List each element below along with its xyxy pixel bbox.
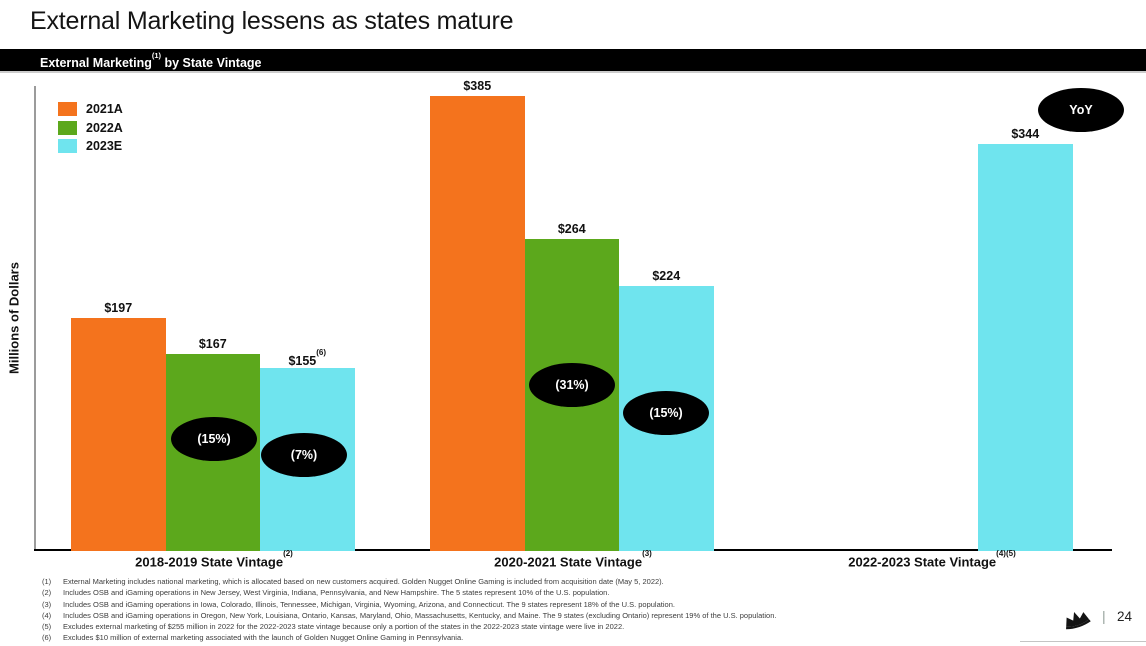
x-axis-category-label: 2022-2023 State Vintage(4)(5)	[848, 549, 1016, 570]
y-axis-label: Millions of Dollars	[6, 262, 22, 374]
bar-value-label: $167	[198, 336, 227, 351]
footnote-ref: (3)	[642, 549, 652, 558]
footnote-text: Includes OSB and iGaming operations in I…	[63, 599, 675, 609]
yoy-change-oval: (15%)	[171, 417, 257, 461]
bar-value-label: $385	[463, 79, 492, 93]
x-axis-category-label: 2018-2019 State Vintage(2)	[135, 549, 293, 570]
legend-label: 2023E	[86, 139, 123, 154]
footnote-number: (3)	[42, 599, 52, 609]
yoy-change-oval: (7%)	[261, 433, 347, 477]
footnote: (4) Includes OSB and iGaming operations i…	[42, 610, 776, 621]
footnote-ref: (2)	[283, 549, 293, 558]
bar-value-label: $264	[557, 222, 586, 236]
draftkings-crown-icon	[1066, 611, 1091, 630]
footnote-number: (1)	[42, 577, 52, 586]
legend-swatch	[58, 120, 77, 135]
footnote: (6) Excludes $10 million of external mark…	[42, 632, 776, 643]
yoy-change-oval: (31%)	[529, 363, 615, 407]
yoy-badge: YoY	[1038, 88, 1124, 132]
footnote-number: (4)	[42, 610, 52, 620]
bar-2021A-2	[430, 96, 525, 551]
footnote-text: Excludes $10 million of external marketi…	[63, 633, 464, 643]
bar-2023E-3	[978, 144, 1073, 551]
footnotes-block: (1) External Marketing includes national …	[42, 576, 776, 644]
legend-swatch	[58, 102, 77, 117]
footnote: (1) External Marketing includes national …	[42, 576, 776, 587]
section-header-text-rest: by State Vintage	[161, 56, 262, 71]
section-header-bar: External Marketing(1) by State Vintage	[0, 49, 1146, 73]
bar-2021A-1	[71, 318, 166, 551]
yoy-change-oval: (15%)	[623, 391, 709, 435]
bar-value-label: $155(6)	[288, 347, 327, 368]
bar-value-label: $224	[652, 269, 681, 284]
footnote: (3) Includes OSB and iGaming operations i…	[42, 599, 776, 610]
x-axis-category-label: 2020-2021 State Vintage(3)	[494, 549, 652, 570]
footnote-text: Includes OSB and iGaming operations in N…	[63, 588, 610, 598]
footnote-number: (5)	[42, 622, 52, 632]
legend-swatch	[58, 139, 77, 154]
legend-item: 2023E	[58, 137, 123, 156]
footnote: (5) Excludes external marketing of $255 m…	[42, 621, 776, 632]
legend-label: 2022A	[86, 120, 123, 135]
footnote-text: External Marketing includes national mar…	[63, 577, 664, 586]
footnote-number: (6)	[42, 633, 52, 643]
section-header: External Marketing(1) by State Vintage	[0, 49, 1146, 74]
footnote-text: Includes OSB and iGaming operations in O…	[63, 610, 777, 620]
page-title: External Marketing lessens as states mat…	[30, 7, 514, 35]
page-number: 24	[1117, 609, 1133, 624]
footer-separator: |	[1102, 608, 1106, 624]
footnote-number: (2)	[42, 588, 52, 598]
section-header-text: External Marketing	[40, 56, 152, 71]
y-axis-line	[34, 86, 36, 551]
legend-item: 2021A	[58, 100, 123, 119]
legend-item: 2022A	[58, 119, 123, 138]
bar-value-label: $197	[104, 301, 133, 316]
footer-divider-line	[1020, 641, 1146, 642]
footnote-ref-1: (1)	[151, 51, 162, 60]
bar-value-label: $344	[1011, 127, 1040, 142]
footnote-ref: (6)	[316, 347, 327, 357]
legend-label: 2021A	[86, 102, 123, 117]
footnote-ref: (4)(5)	[996, 549, 1016, 558]
footnote: (2) Includes OSB and iGaming operations i…	[42, 587, 776, 598]
footnote-text: Excludes external marketing of $255 mill…	[63, 622, 625, 632]
chart-legend: 2021A 2022A 2023E	[58, 100, 123, 156]
